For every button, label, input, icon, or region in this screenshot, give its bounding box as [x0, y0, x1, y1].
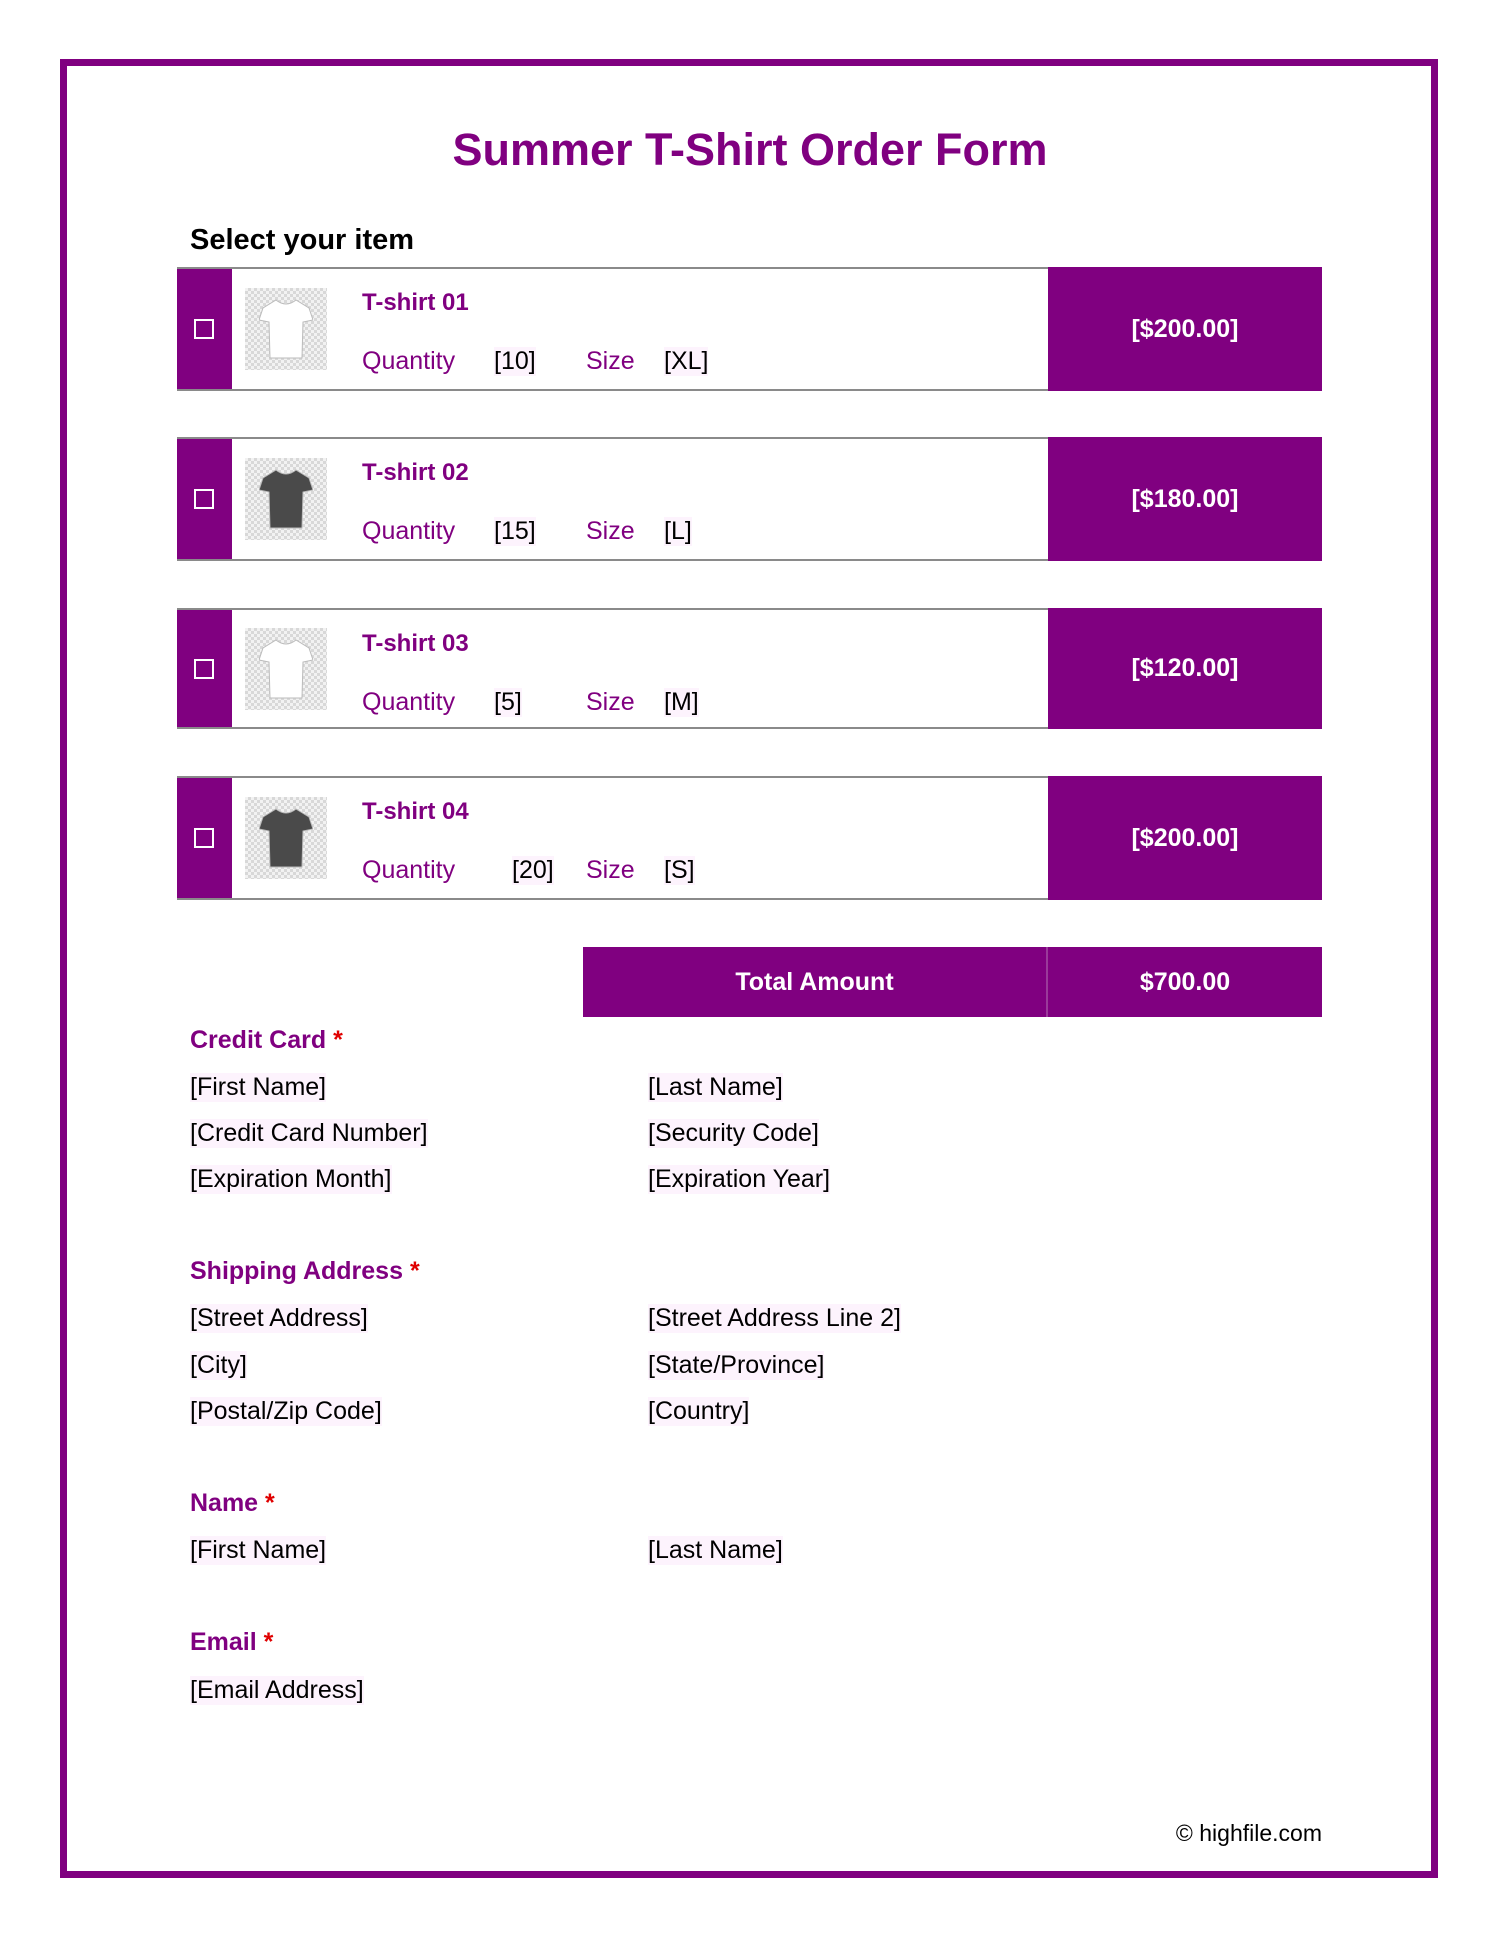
tshirt-image: [245, 627, 327, 710]
cc-exp-year-field[interactable]: [Expiration Year]: [648, 1165, 831, 1194]
checkbox-icon: [194, 658, 214, 679]
tshirt-icon: [259, 638, 313, 698]
email-heading: Email *: [190, 1628, 274, 1656]
item-row: T-shirt 03 Quantity [5] Size [M] [$120.0…: [177, 608, 1322, 729]
size-label: Size: [586, 517, 635, 545]
quantity-field[interactable]: [10]: [494, 347, 536, 376]
credit-card-heading: Credit Card *: [190, 1026, 343, 1054]
cc-security-code-field[interactable]: [Security Code]: [648, 1119, 819, 1148]
cc-last-name-field[interactable]: [Last Name]: [648, 1073, 783, 1102]
street-field[interactable]: [Street Address]: [190, 1304, 368, 1333]
street2-field[interactable]: [Street Address Line 2]: [648, 1304, 901, 1333]
required-asterisk: *: [409, 1257, 420, 1285]
size-field[interactable]: [XL]: [664, 347, 709, 376]
size-label: Size: [586, 688, 635, 716]
item-checkbox[interactable]: [177, 610, 232, 727]
state-field[interactable]: [State/Province]: [648, 1351, 825, 1380]
tshirt-image: [245, 797, 327, 879]
item-checkbox[interactable]: [177, 269, 232, 389]
size-label: Size: [586, 347, 635, 375]
required-asterisk: *: [265, 1489, 275, 1517]
item-row: T-shirt 01 Quantity [10] Size [XL] [$200…: [177, 267, 1322, 391]
quantity-label: Quantity: [362, 856, 456, 884]
quantity-label: Quantity: [362, 517, 456, 545]
first-name-field[interactable]: [First Name]: [190, 1536, 327, 1565]
item-name: T-shirt 03: [362, 630, 469, 657]
total-bar: Total Amount $700.00: [583, 947, 1322, 1017]
item-price: [$180.00]: [1048, 437, 1322, 561]
last-name-field[interactable]: [Last Name]: [648, 1536, 783, 1565]
tshirt-icon: [259, 299, 313, 359]
checkbox-icon: [194, 828, 214, 848]
item-name: T-shirt 04: [362, 798, 469, 825]
item-name: T-shirt 02: [362, 459, 469, 486]
page-title: Summer T-Shirt Order Form: [452, 124, 1048, 175]
quantity-field[interactable]: [5]: [494, 688, 522, 717]
item-price: [$200.00]: [1048, 267, 1322, 391]
section-heading: Select your item: [190, 224, 415, 256]
country-field[interactable]: [Country]: [648, 1397, 750, 1426]
cc-exp-month-field[interactable]: [Expiration Month]: [190, 1165, 392, 1194]
tshirt-image: [245, 288, 327, 370]
item-row: T-shirt 04 Quantity [20] Size [S] [$200.…: [177, 776, 1322, 900]
size-field[interactable]: [M]: [664, 688, 699, 717]
copyright: © highfile.com: [1175, 1820, 1322, 1846]
page-border: [60, 59, 1438, 1878]
zip-field[interactable]: [Postal/Zip Code]: [190, 1397, 382, 1426]
item-price: [$120.00]: [1048, 608, 1322, 729]
size-field[interactable]: [S]: [664, 856, 695, 885]
tshirt-icon: [259, 808, 313, 868]
total-label: Total Amount: [735, 967, 894, 996]
size-field[interactable]: [L]: [664, 517, 692, 546]
item-checkbox[interactable]: [177, 439, 232, 559]
city-field[interactable]: [City]: [190, 1351, 247, 1380]
quantity-field[interactable]: [15]: [494, 517, 536, 546]
quantity-label: Quantity: [362, 347, 456, 375]
email-field[interactable]: [Email Address]: [190, 1676, 364, 1705]
checkbox-icon: [194, 319, 214, 339]
shipping-heading: Shipping Address *: [190, 1257, 420, 1285]
required-asterisk: *: [333, 1026, 343, 1054]
cc-number-field[interactable]: [Credit Card Number]: [190, 1119, 428, 1148]
cc-first-name-field[interactable]: [First Name]: [190, 1073, 327, 1102]
checkbox-icon: [194, 489, 214, 509]
tshirt-icon: [259, 469, 313, 529]
item-row: T-shirt 02 Quantity [15] Size [L] [$180.…: [177, 437, 1322, 561]
item-checkbox[interactable]: [177, 778, 232, 898]
quantity-field[interactable]: [20]: [512, 856, 554, 885]
required-asterisk: *: [263, 1628, 274, 1656]
total-value: $700.00: [1046, 947, 1322, 1017]
tshirt-image: [245, 458, 327, 540]
item-price: [$200.00]: [1048, 776, 1322, 900]
size-label: Size: [586, 856, 635, 884]
item-name: T-shirt 01: [362, 289, 469, 316]
name-heading: Name *: [190, 1489, 275, 1517]
quantity-label: Quantity: [362, 688, 456, 716]
